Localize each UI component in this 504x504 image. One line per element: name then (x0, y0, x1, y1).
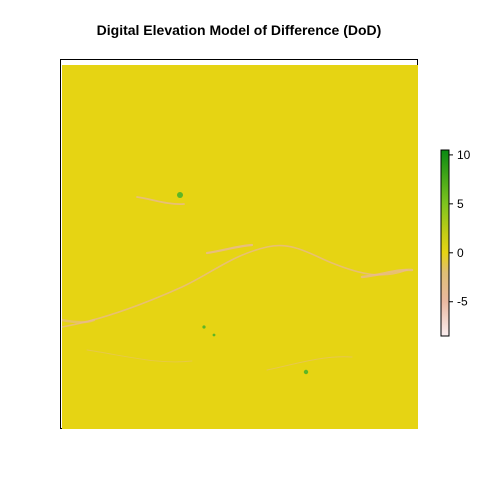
erosion-channel-3 (136, 196, 185, 205)
legend-ticks: 10 5 0 -5 (449, 148, 471, 309)
erosion-channel-2 (205, 243, 254, 255)
dod-raster (62, 65, 418, 429)
deposition-speck-2 (303, 369, 309, 375)
deposition-speck-1 (177, 192, 183, 198)
legend-tick-label: 5 (457, 197, 464, 211)
erosion-channel-1 (62, 244, 408, 328)
erosion-channel-4 (360, 268, 414, 279)
color-legend: 10 5 0 -5 (440, 148, 471, 337)
legend-colorbar (440, 149, 450, 337)
erosion-channel-6 (266, 356, 353, 371)
chart-title: Digital Elevation Model of Difference (D… (96, 22, 382, 38)
plot-area (60, 59, 418, 429)
legend-tick-label: 0 (457, 246, 464, 260)
legend-tick-label: -5 (457, 295, 468, 309)
erosion-channel-5 (62, 318, 96, 324)
deposition-speck-3 (202, 325, 206, 329)
legend-tick-label: 10 (457, 148, 471, 162)
deposition-speck-4 (212, 333, 216, 337)
erosion-channel-7 (86, 349, 193, 363)
raster-features (62, 192, 414, 375)
